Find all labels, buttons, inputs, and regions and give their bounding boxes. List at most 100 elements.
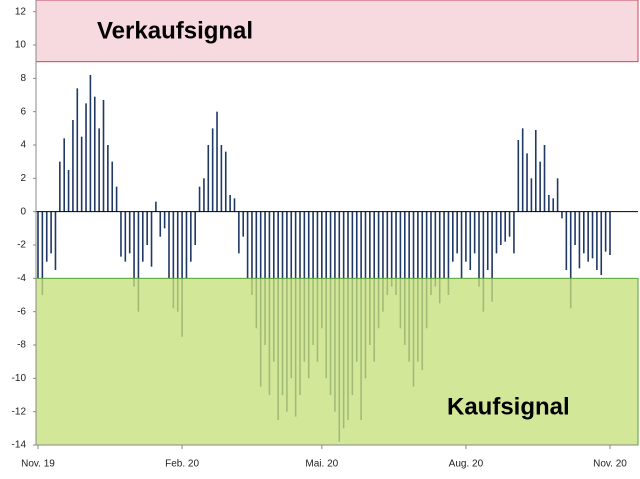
bar: [207, 145, 210, 212]
bar: [600, 211, 603, 275]
bar: [469, 211, 472, 270]
bar: [163, 211, 166, 229]
bar: [120, 211, 122, 257]
y-tick-label: -8: [17, 340, 26, 351]
signal-zone: [35, 0, 639, 63]
bar: [530, 178, 533, 212]
bar: [229, 195, 231, 212]
bar: [85, 103, 87, 212]
bar: [526, 153, 528, 212]
y-tick-label: 0: [20, 206, 26, 217]
bar: [190, 211, 192, 262]
bar: [242, 211, 245, 237]
bar: [390, 211, 393, 287]
x-tick-label: Aug. 20: [449, 459, 484, 470]
bar: [548, 195, 550, 212]
bar: [465, 211, 467, 262]
bar: [543, 145, 546, 212]
y-tick-label: -12: [12, 406, 27, 417]
bar: [50, 211, 52, 254]
bar: [395, 211, 397, 295]
bar: [561, 211, 563, 219]
y-tick-label: -10: [12, 373, 27, 384]
bar: [517, 140, 520, 212]
bar: [107, 145, 109, 212]
bar: [443, 211, 445, 279]
x-tick-label: Mai. 20: [305, 459, 338, 470]
bar: [491, 211, 493, 302]
bar: [45, 211, 48, 262]
bar: [399, 211, 402, 329]
bar: [482, 211, 485, 312]
bar: [574, 211, 576, 245]
y-tick-label: 8: [20, 73, 26, 84]
bar: [224, 151, 227, 212]
bar: [155, 201, 157, 212]
bar: [203, 178, 205, 212]
bar: [565, 211, 568, 270]
bar: [63, 138, 65, 212]
bar: [76, 88, 79, 212]
bar: [67, 170, 70, 212]
bar: [486, 211, 489, 270]
bar: [80, 136, 83, 212]
bar: [552, 198, 555, 212]
bar: [556, 178, 559, 212]
y-tick-label: 6: [20, 106, 26, 117]
bar: [447, 211, 450, 295]
bar: [478, 211, 480, 287]
bar: [596, 211, 598, 270]
bar: [460, 211, 463, 279]
bar: [255, 211, 258, 329]
bar: [137, 211, 140, 312]
bar: [93, 96, 96, 212]
bar: [473, 211, 476, 254]
bar: [128, 211, 131, 254]
bar: [150, 211, 153, 267]
bar: [456, 211, 458, 254]
bar: [146, 211, 148, 245]
bar: [578, 211, 581, 269]
bar: [508, 211, 511, 237]
bar: [238, 211, 240, 254]
bar: [41, 211, 44, 295]
y-tick-label: -4: [17, 273, 26, 284]
bar: [211, 128, 214, 212]
bar: [181, 211, 183, 337]
bar: [452, 211, 454, 262]
bar: [430, 211, 432, 295]
bar: [251, 211, 253, 295]
bar: [102, 100, 105, 212]
bar: [591, 211, 594, 259]
x-tick-label: Nov. 20: [593, 459, 627, 470]
bar: [246, 211, 249, 279]
bar: [124, 211, 127, 262]
bar: [609, 211, 611, 255]
bar: [172, 211, 175, 309]
bar: [434, 211, 437, 287]
bar: [54, 211, 57, 270]
signal-zone: [35, 277, 639, 446]
bar: [539, 161, 541, 212]
bar: [500, 211, 502, 245]
bar: [587, 211, 589, 262]
bar: [220, 145, 223, 212]
y-tick-label: -6: [17, 306, 26, 317]
bar: [569, 211, 572, 309]
bar: [495, 211, 498, 254]
bar: [382, 211, 384, 312]
y-tick-label: 2: [20, 173, 26, 184]
bar: [534, 130, 537, 212]
bar: [141, 211, 144, 262]
bar: [133, 211, 135, 287]
bar: [386, 211, 389, 295]
bar: [604, 211, 607, 252]
bar: [111, 161, 114, 212]
bar: [504, 211, 507, 242]
bar: [377, 211, 380, 329]
bar: [185, 211, 188, 279]
bar: [176, 211, 179, 312]
bar: [89, 75, 92, 212]
bar: [198, 186, 201, 212]
